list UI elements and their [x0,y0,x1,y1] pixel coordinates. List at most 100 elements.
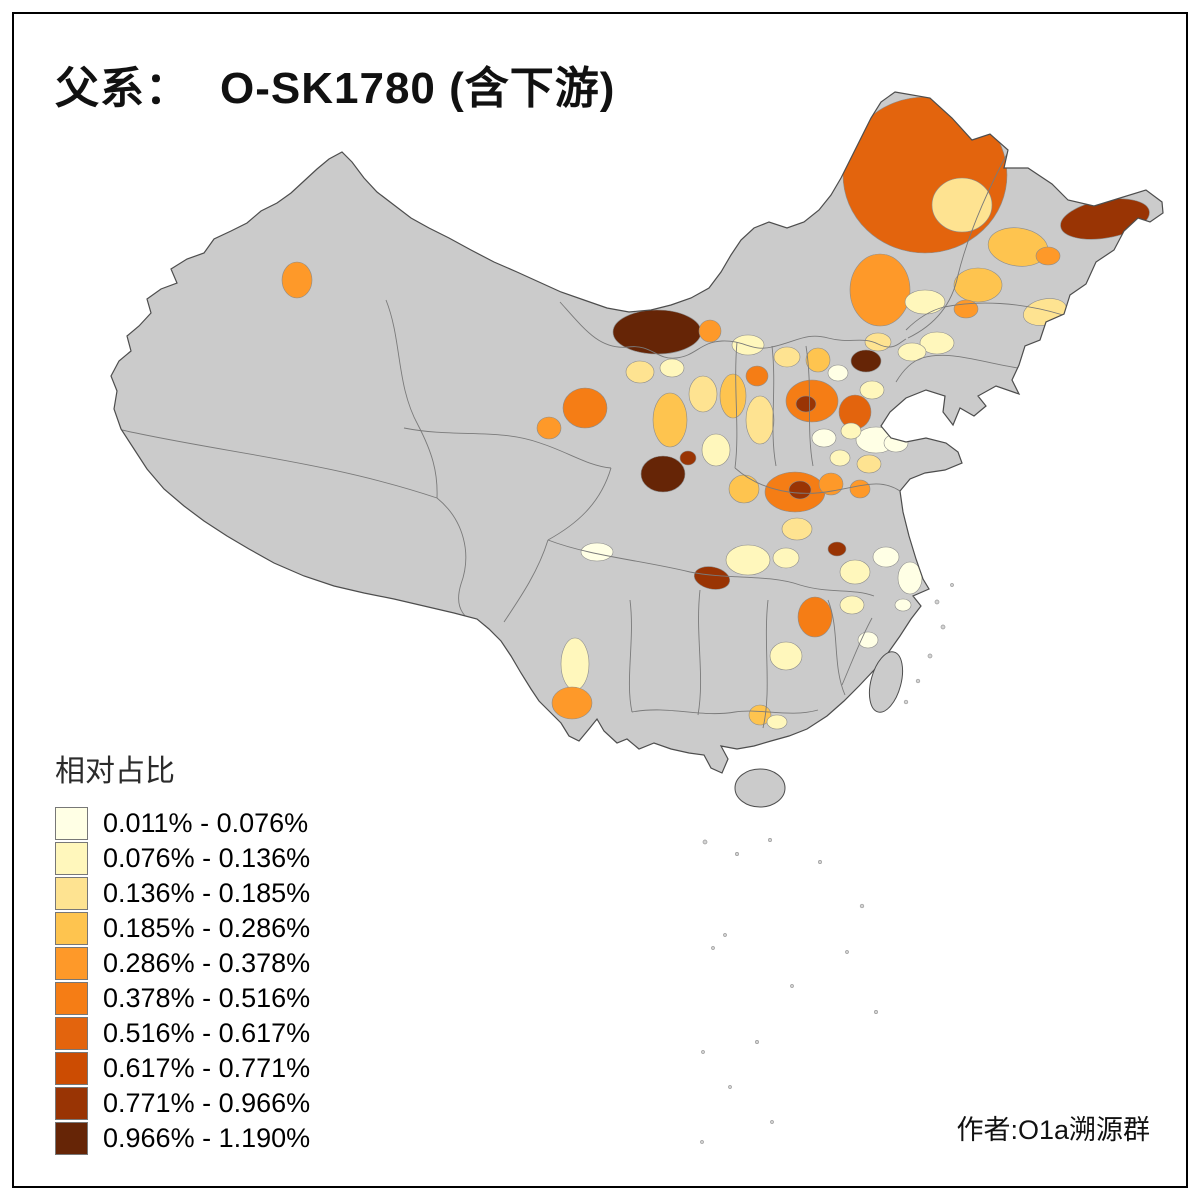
map-region [698,319,722,343]
legend-label: 0.011% - 0.076% [103,808,309,838]
map-region [769,641,803,671]
legend-swatch [55,1052,88,1085]
colored-prefecture-regions [281,96,1150,730]
map-region [693,566,731,590]
map-region [827,541,847,557]
map-region [839,559,871,585]
legend-row: 0.136% - 0.185% [55,876,310,911]
map-region [625,360,655,384]
legend-title: 相对占比 [55,755,175,788]
legend-row: 0.286% - 0.378% [55,946,310,981]
legend-swatch [55,807,88,840]
map-region [829,449,851,467]
map-region [827,364,849,382]
legend-label: 0.286% - 0.378% [103,948,311,978]
map-region [883,433,909,453]
map-region [580,542,614,562]
map-region [897,561,923,595]
map-region [701,433,731,467]
legend-swatch [55,1017,88,1050]
province-borders [121,151,1064,729]
legend-swatch [55,1122,88,1155]
legend-swatch [55,877,88,910]
title-prefix: 父系： [55,64,190,113]
legend-label: 0.136% - 0.185% [103,878,311,908]
legend-label: 0.185% - 0.286% [103,913,311,943]
map-region [872,546,900,568]
map-region [797,596,833,638]
mainland-landmass [111,92,1163,773]
map-region [560,637,590,691]
map-region [773,346,801,368]
legend-label: 0.076% - 0.136% [103,843,311,873]
attribution: 作者:O1a溯源群 [956,1115,1150,1145]
legend: 相对占比 0.011% - 0.076% 0.076% - 0.136% 0.136… [55,746,310,1156]
legend-swatch [55,982,88,1015]
legend-swatch [55,842,88,875]
map-region [818,472,844,496]
map-region [795,395,817,413]
map-region [281,261,313,299]
map-region [811,428,837,448]
legend-swatch [55,947,88,980]
map-region [904,289,946,315]
map-region [659,358,685,378]
map-region [788,480,812,500]
map-region [725,544,771,576]
map-region [745,365,769,387]
map-region [719,373,747,419]
legend-label: 0.771% - 0.966% [103,1088,311,1118]
page-title: 父系： O-SK1780 (含下游) [55,52,615,116]
map-region [640,455,686,493]
map-region [652,392,688,448]
legend-row: 0.378% - 0.516% [55,981,310,1016]
legend-label: 0.378% - 0.516% [103,983,311,1013]
map-region [897,342,927,362]
map-region [745,395,775,445]
map-region [840,422,862,440]
legend-label: 0.966% - 1.190% [103,1123,311,1153]
map-region [919,331,955,355]
map-region [856,454,882,474]
legend-row: 0.076% - 0.136% [55,841,310,876]
map-region [679,450,697,466]
legend-row: 0.185% - 0.286% [55,911,310,946]
map-region [953,267,1003,303]
map-region [772,547,800,569]
legend-row: 0.011% - 0.076% [55,806,310,841]
map-region [781,517,813,541]
legend-swatch [55,912,88,945]
map-region [766,714,788,730]
map-region [562,387,608,429]
legend-swatch [55,1087,88,1120]
legend-row: 0.617% - 0.771% [55,1051,310,1086]
legend-label: 0.617% - 0.771% [103,1053,311,1083]
map-region [894,598,912,612]
title-main: O-SK1780 (含下游) [220,64,616,113]
small-islands [700,583,954,1144]
map-region [864,332,892,352]
map-region [1035,246,1061,266]
taiwan-island [868,651,904,713]
map-region [731,334,765,356]
map-region [839,595,865,615]
map-region [551,686,593,720]
legend-row: 0.771% - 0.966% [55,1086,310,1121]
map-region [805,347,831,373]
legend-row: 0.516% - 0.617% [55,1016,310,1051]
map-region [748,704,772,726]
legend-rows: 0.011% - 0.076% 0.076% - 0.136% 0.136% - 0… [55,806,310,1156]
map-region [849,479,871,499]
map-region [536,416,562,440]
legend-row: 0.966% - 1.190% [55,1121,310,1156]
map-region [688,375,718,413]
map-region [842,96,1008,254]
map-region [931,177,993,233]
legend-label: 0.516% - 0.617% [103,1018,311,1048]
map-region [859,380,885,400]
hainan-island [734,768,786,808]
map-region [850,349,882,373]
map-region [728,474,760,504]
map-region [849,253,911,327]
